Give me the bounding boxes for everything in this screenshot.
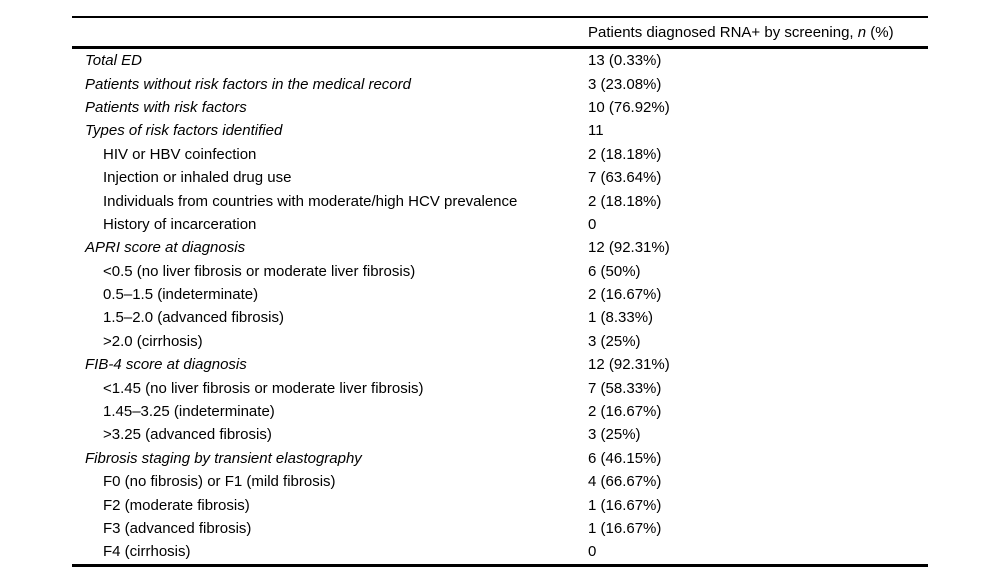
- row-label: <0.5 (no liver fibrosis or moderate live…: [103, 262, 416, 280]
- header-value-cell: Patients diagnosed RNA+ by screening, n …: [588, 24, 928, 41]
- row-value: 12 (92.31%): [588, 239, 670, 257]
- table-row: HIV or HBV coinfection 2 (18.18%): [72, 143, 928, 166]
- row-label: Patients with risk factors: [85, 98, 247, 116]
- table-row: Injection or inhaled drug use 7 (63.64%): [72, 166, 928, 189]
- row-label: F2 (moderate fibrosis): [103, 496, 250, 514]
- header-text-prefix: Patients diagnosed RNA+ by screening,: [588, 23, 858, 41]
- row-label: FIB-4 score at diagnosis: [85, 356, 247, 374]
- table-row: 1.45–3.25 (indeterminate) 2 (16.67%): [72, 400, 928, 423]
- table-row: Fibrosis staging by transient elastograp…: [72, 447, 928, 470]
- table-row: >2.0 (cirrhosis) 3 (25%): [72, 330, 928, 353]
- row-value: 13 (0.33%): [588, 52, 662, 70]
- row-value: 4 (66.67%): [588, 473, 662, 491]
- table-row: History of incarceration 0: [72, 213, 928, 236]
- row-label: F3 (advanced fibrosis): [103, 520, 252, 537]
- table-row: 0.5–1.5 (indeterminate) 2 (16.67%): [72, 283, 928, 306]
- header-n-symbol: n: [857, 23, 867, 41]
- row-label: HIV or HBV coinfection: [103, 145, 257, 163]
- table-row: FIB-4 score at diagnosis 12 (92.31%): [72, 353, 928, 376]
- row-value: 6 (46.15%): [588, 449, 662, 467]
- row-value: 2 (18.18%): [588, 145, 662, 163]
- row-value: 3 (25%): [588, 332, 641, 350]
- table-row: 1.5–2.0 (advanced fibrosis) 1 (8.33%): [72, 306, 928, 329]
- row-value: 0: [588, 215, 597, 233]
- row-label: Fibrosis staging by transient elastograp…: [85, 449, 362, 467]
- row-label: >3.25 (advanced fibrosis): [103, 426, 272, 444]
- row-label: Patients without risk factors in the med…: [85, 75, 411, 93]
- row-label: 1.5–2.0 (advanced fibrosis): [103, 309, 284, 327]
- row-value: 3 (23.08%): [588, 75, 662, 93]
- table-row: F0 (no fibrosis) or F1 (mild fibrosis) 4 …: [72, 470, 928, 493]
- row-label: Injection or inhaled drug use: [103, 169, 292, 187]
- row-label: F4 (cirrhosis): [103, 543, 191, 561]
- row-label: 1.45–3.25 (indeterminate): [103, 403, 275, 421]
- table-row: F2 (moderate fibrosis) 1 (16.67%): [72, 493, 928, 516]
- row-value: 1 (8.33%): [588, 309, 654, 327]
- table-row: F4 (cirrhosis) 0: [72, 540, 928, 563]
- screening-results-table: Patients diagnosed RNA+ by screening, n …: [72, 16, 928, 567]
- row-label: F0 (no fibrosis) or F1 (mild fibrosis): [103, 473, 336, 491]
- row-value: 2 (16.67%): [588, 403, 662, 421]
- row-value: 2 (18.18%): [588, 192, 662, 210]
- row-value: 7 (63.64%): [588, 169, 662, 187]
- row-label: >2.0 (cirrhosis): [103, 332, 203, 350]
- row-label: APRI score at diagnosis: [85, 239, 246, 257]
- row-label: 0.5–1.5 (indeterminate): [103, 286, 259, 304]
- row-value: 12 (92.31%): [588, 356, 670, 374]
- table-row: Individuals from countries with moderate…: [72, 189, 928, 212]
- table-row: APRI score at diagnosis 12 (92.31%): [72, 236, 928, 259]
- row-label: Total ED: [85, 52, 142, 70]
- table-row: Total ED 13 (0.33%): [72, 49, 928, 72]
- table-body: Total ED 13 (0.33%) Patients without risk …: [72, 49, 928, 564]
- table-row: <0.5 (no liver fibrosis or moderate live…: [72, 260, 928, 283]
- table-row: Patients without risk factors in the med…: [72, 72, 928, 95]
- row-value: 11: [588, 122, 604, 140]
- table-row: F3 (advanced fibrosis) 1 (16.67%): [72, 517, 928, 540]
- row-label: Types of risk factors identified: [85, 122, 283, 140]
- header-text-suffix: (%): [866, 23, 894, 41]
- row-value: 7 (58.33%): [588, 379, 662, 397]
- row-value: 1 (16.67%): [588, 520, 662, 537]
- row-value: 2 (16.67%): [588, 286, 662, 304]
- row-value: 10 (76.92%): [588, 98, 670, 116]
- table-row: Patients with risk factors 10 (76.92%): [72, 96, 928, 119]
- table-header-row: Patients diagnosed RNA+ by screening, n …: [72, 18, 928, 49]
- row-value: 0: [588, 543, 597, 561]
- table-row: <1.45 (no liver fibrosis or moderate liv…: [72, 376, 928, 399]
- row-label: Individuals from countries with moderate…: [103, 192, 518, 210]
- table-row: >3.25 (advanced fibrosis) 3 (25%): [72, 423, 928, 446]
- table-row: Types of risk factors identified 11: [72, 119, 928, 142]
- row-value: 1 (16.67%): [588, 496, 662, 514]
- row-value: 3 (25%): [588, 426, 641, 444]
- row-label: History of incarceration: [103, 215, 257, 233]
- row-value: 6 (50%): [588, 262, 641, 280]
- row-label: <1.45 (no liver fibrosis or moderate liv…: [103, 379, 424, 397]
